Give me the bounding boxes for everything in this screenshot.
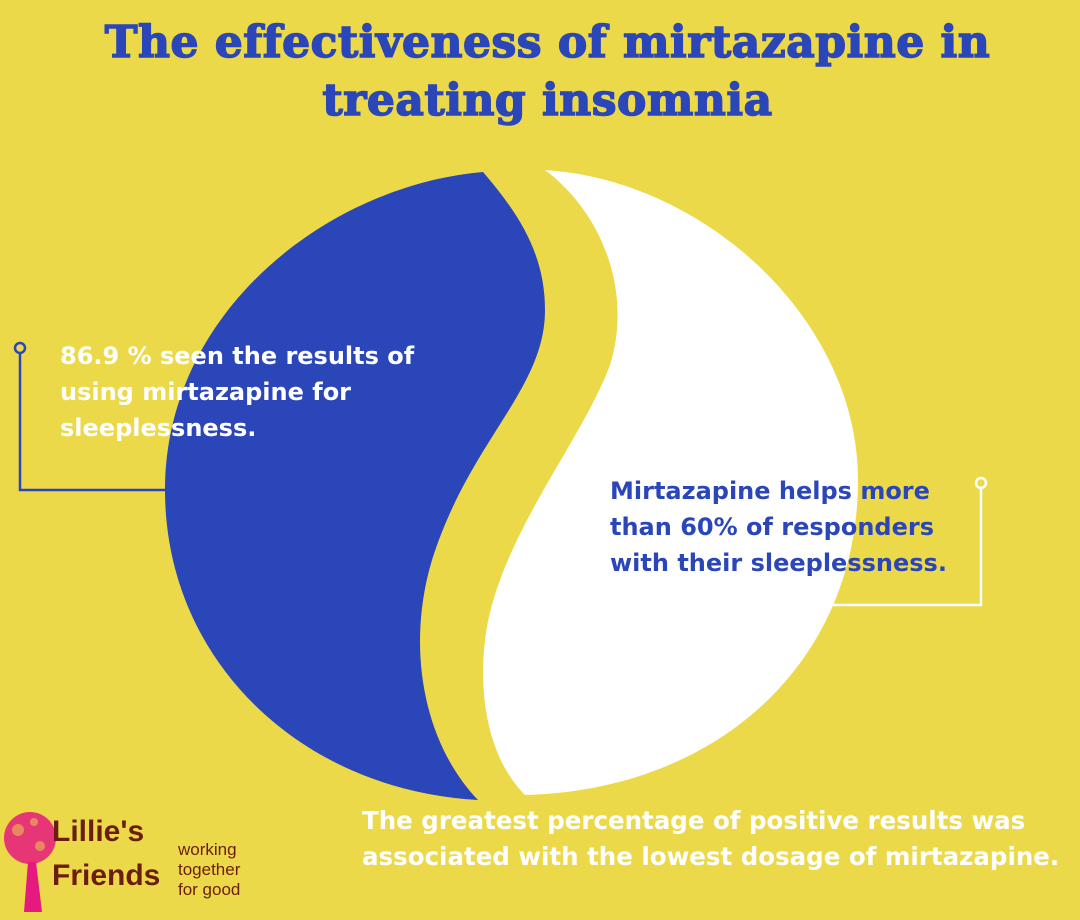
right-connector <box>832 476 988 607</box>
tree-icon <box>4 812 56 912</box>
right-callout-text: Mirtazapine helps more than 60% of respo… <box>610 477 947 577</box>
bottom-callout-text: The greatest percentage of positive resu… <box>362 806 1060 871</box>
left-callout-text: 86.9 % seen the results of using mirtaza… <box>60 342 415 442</box>
logo-name: Lillie's Friends <box>52 815 161 892</box>
page-title: The effectiveness of mirtazapine in trea… <box>104 16 991 127</box>
tagline-line: together <box>178 860 241 879</box>
blue-half-shape <box>165 172 545 800</box>
tagline-line: for good <box>178 880 241 899</box>
logo-tagline: working together for good <box>178 840 240 900</box>
left-connector <box>13 341 168 492</box>
tagline-line: working <box>178 840 237 859</box>
white-half-shape <box>483 170 858 795</box>
lillies-friends-logo: Lillie's Friends working together for go… <box>0 800 260 915</box>
